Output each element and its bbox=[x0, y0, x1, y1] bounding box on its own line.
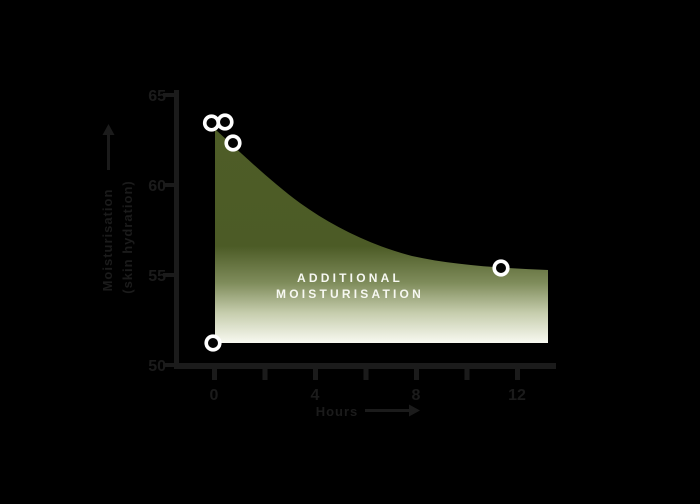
x-tick-label-4: 4 bbox=[311, 387, 320, 404]
annotation-line1: ADDITIONAL bbox=[297, 271, 403, 285]
data-point-marker bbox=[202, 114, 221, 132]
moisture-area-fill bbox=[215, 129, 548, 343]
y-tick-label-50: 50 bbox=[148, 358, 166, 375]
x-axis-title: Hours bbox=[316, 404, 359, 419]
x-axis-line bbox=[174, 363, 556, 369]
x-axis-arrow-icon bbox=[365, 404, 420, 417]
y-axis-title-line1: Moisturisation bbox=[100, 189, 115, 292]
x-tick-label-12: 12 bbox=[508, 387, 526, 404]
y-tick-label-55: 55 bbox=[148, 268, 166, 285]
y-axis-arrow-icon bbox=[102, 124, 115, 170]
annotation-line2: MOISTURISATION bbox=[276, 287, 424, 301]
x-axis-ticks bbox=[212, 369, 520, 380]
data-point-marker bbox=[492, 259, 510, 277]
y-axis-line bbox=[174, 90, 179, 369]
data-point-marker bbox=[204, 334, 222, 352]
y-axis-title-line2: (skin hydration) bbox=[120, 180, 135, 294]
data-point-markers bbox=[202, 113, 510, 352]
data-point-marker bbox=[216, 113, 234, 131]
y-tick-label-60: 60 bbox=[148, 178, 166, 195]
y-axis-ticks bbox=[163, 93, 175, 367]
x-tick-label-8: 8 bbox=[412, 387, 421, 404]
y-tick-label-65: 65 bbox=[148, 88, 166, 105]
x-tick-label-0: 0 bbox=[210, 387, 219, 404]
data-point-marker bbox=[224, 134, 242, 152]
